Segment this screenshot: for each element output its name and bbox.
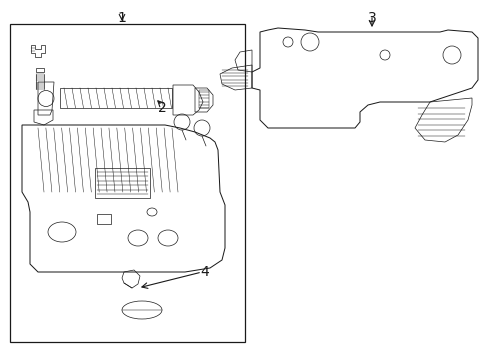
- Text: 3: 3: [367, 11, 376, 25]
- Bar: [10, 24, 244, 342]
- Bar: [97, 214, 111, 224]
- Text: 4: 4: [200, 265, 209, 279]
- Bar: [95, 168, 150, 198]
- Text: 1: 1: [117, 11, 126, 25]
- Text: 2: 2: [157, 101, 166, 115]
